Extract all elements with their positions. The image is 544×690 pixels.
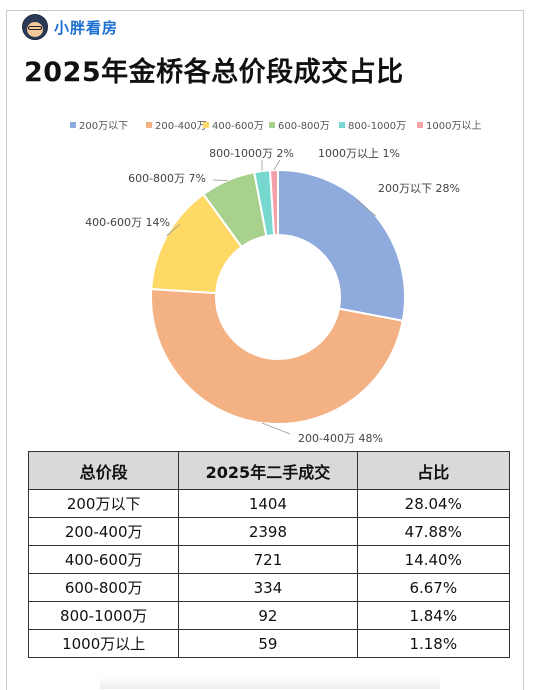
- table-cell: 721: [179, 546, 357, 574]
- table-cell: 800-1000万: [29, 602, 179, 630]
- table-row: 200万以下 1404 28.04%: [29, 490, 510, 518]
- data-label: 1000万以上 1%: [318, 147, 400, 160]
- data-label: 600-800万 7%: [128, 172, 206, 185]
- table-cell: 47.88%: [357, 518, 509, 546]
- table-cell: 334: [179, 574, 357, 602]
- table-cell: 28.04%: [357, 490, 509, 518]
- table-row: 200-400万 2398 47.88%: [29, 518, 510, 546]
- legend-label: 600-800万: [278, 121, 330, 132]
- table-cell: 400-600万: [29, 546, 179, 574]
- data-label: 200-400万 48%: [298, 432, 383, 445]
- table-header-cell: 2025年二手成交: [179, 452, 357, 490]
- table-row: 600-800万 334 6.67%: [29, 574, 510, 602]
- table-cell: 200万以下: [29, 490, 179, 518]
- legend-swatch: [269, 122, 275, 128]
- table-row: 800-1000万 92 1.84%: [29, 602, 510, 630]
- table-row: 1000万以上 59 1.18%: [29, 630, 510, 658]
- data-label: 200万以下 28%: [378, 182, 460, 195]
- leader-line: [274, 160, 280, 170]
- legend-swatch: [417, 122, 423, 128]
- chart-slices: [151, 170, 405, 424]
- table-cell: 200-400万: [29, 518, 179, 546]
- table-cell: 14.40%: [357, 546, 509, 574]
- legend-swatch: [339, 122, 345, 128]
- legend-label: 800-1000万: [348, 121, 406, 132]
- legend-swatch: [70, 122, 76, 128]
- table-cell: 1.18%: [357, 630, 509, 658]
- table-cell: 1.84%: [357, 602, 509, 630]
- legend-label: 1000万以上: [426, 120, 481, 132]
- table-cell: 92: [179, 602, 357, 630]
- data-label: 800-1000万 2%: [209, 147, 294, 160]
- data-label: 400-600万 14%: [85, 216, 170, 229]
- legend-label: 400-600万: [212, 121, 264, 132]
- donut-chart: 200万以下 200-400万 400-600万 600-800万 800-1000万 1…: [0, 0, 544, 450]
- data-table: 总价段 2025年二手成交 占比 200万以下 1404 28.04% 200-…: [28, 451, 510, 658]
- chart-legend: 200万以下 200-400万 400-600万 600-800万 800-1000万 1…: [70, 120, 481, 132]
- table-cell: 59: [179, 630, 357, 658]
- legend-swatch: [146, 122, 152, 128]
- table-header-cell: 总价段: [29, 452, 179, 490]
- table-header-cell: 占比: [357, 452, 509, 490]
- table-cell: 2398: [179, 518, 357, 546]
- table-row: 400-600万 721 14.40%: [29, 546, 510, 574]
- table-cell: 1000万以上: [29, 630, 179, 658]
- table-cell: 600-800万: [29, 574, 179, 602]
- table-cell: 1404: [179, 490, 357, 518]
- legend-label: 200万以下: [79, 121, 128, 132]
- table-header-row: 总价段 2025年二手成交 占比: [29, 452, 510, 490]
- legend-swatch: [203, 122, 209, 128]
- bottom-fade: [100, 676, 440, 689]
- legend-label: 200-400万: [155, 121, 207, 132]
- table-cell: 6.67%: [357, 574, 509, 602]
